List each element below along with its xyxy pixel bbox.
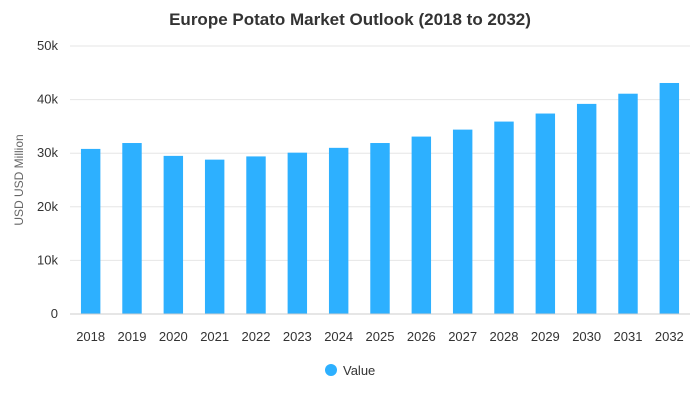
- y-axis-ticks: 0 10k 20k 30k 40k 50k: [37, 38, 58, 321]
- y-tick-label: 30k: [37, 145, 58, 160]
- bar-2018[interactable]: [80, 148, 101, 314]
- x-tick-label: 2028: [490, 329, 519, 344]
- bar-2025[interactable]: [370, 143, 390, 314]
- x-tick-label: 2022: [242, 329, 271, 344]
- bar-2031[interactable]: [618, 93, 638, 314]
- y-tick-label: 50k: [37, 38, 58, 53]
- bar-2019[interactable]: [122, 143, 142, 314]
- x-tick-label: 2027: [448, 329, 477, 344]
- bar-2024[interactable]: [328, 147, 349, 314]
- bar-2022[interactable]: [246, 156, 266, 314]
- bar-2027[interactable]: [452, 129, 473, 314]
- legend-label-value: Value: [343, 363, 375, 378]
- x-tick-label: 2030: [572, 329, 601, 344]
- y-tick-label: 40k: [37, 92, 58, 107]
- bar-2026[interactable]: [411, 136, 432, 314]
- x-tick-label: 2020: [159, 329, 188, 344]
- bar-2023[interactable]: [287, 152, 308, 314]
- bar-2029[interactable]: [535, 113, 556, 314]
- x-tick-label: 2029: [531, 329, 560, 344]
- x-tick-label: 2026: [407, 329, 436, 344]
- legend[interactable]: Value: [325, 363, 375, 378]
- bars: [80, 82, 680, 315]
- x-tick-label: 2018: [76, 329, 105, 344]
- bar-2020[interactable]: [163, 155, 184, 314]
- y-tick-label: 10k: [37, 252, 58, 267]
- bar-2030[interactable]: [576, 103, 597, 314]
- bar-2028[interactable]: [494, 121, 514, 315]
- x-tick-label: 2025: [366, 329, 395, 344]
- x-tick-label: 2024: [324, 329, 353, 344]
- x-tick-label: 2021: [200, 329, 229, 344]
- chart-title: Europe Potato Market Outlook (2018 to 20…: [169, 10, 531, 29]
- y-tick-label: 0: [51, 306, 58, 321]
- x-tick-label: 2032: [655, 329, 684, 344]
- x-tick-label: 2019: [118, 329, 147, 344]
- x-tick-label: 2023: [283, 329, 312, 344]
- x-tick-label: 2031: [614, 329, 643, 344]
- bar-2021[interactable]: [204, 159, 225, 314]
- legend-marker: [325, 364, 337, 376]
- y-axis-label: USD USD Million: [12, 134, 26, 225]
- x-axis-ticks: 2018 2019 2020 2021 2022 2023 2024 2025 2026 2027…: [76, 329, 684, 344]
- y-tick-label: 20k: [37, 199, 58, 214]
- bar-2032[interactable]: [659, 82, 680, 314]
